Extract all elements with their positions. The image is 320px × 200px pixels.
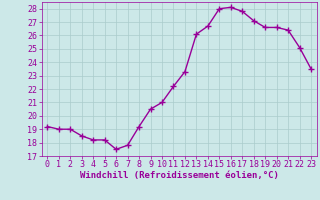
X-axis label: Windchill (Refroidissement éolien,°C): Windchill (Refroidissement éolien,°C) [80, 171, 279, 180]
